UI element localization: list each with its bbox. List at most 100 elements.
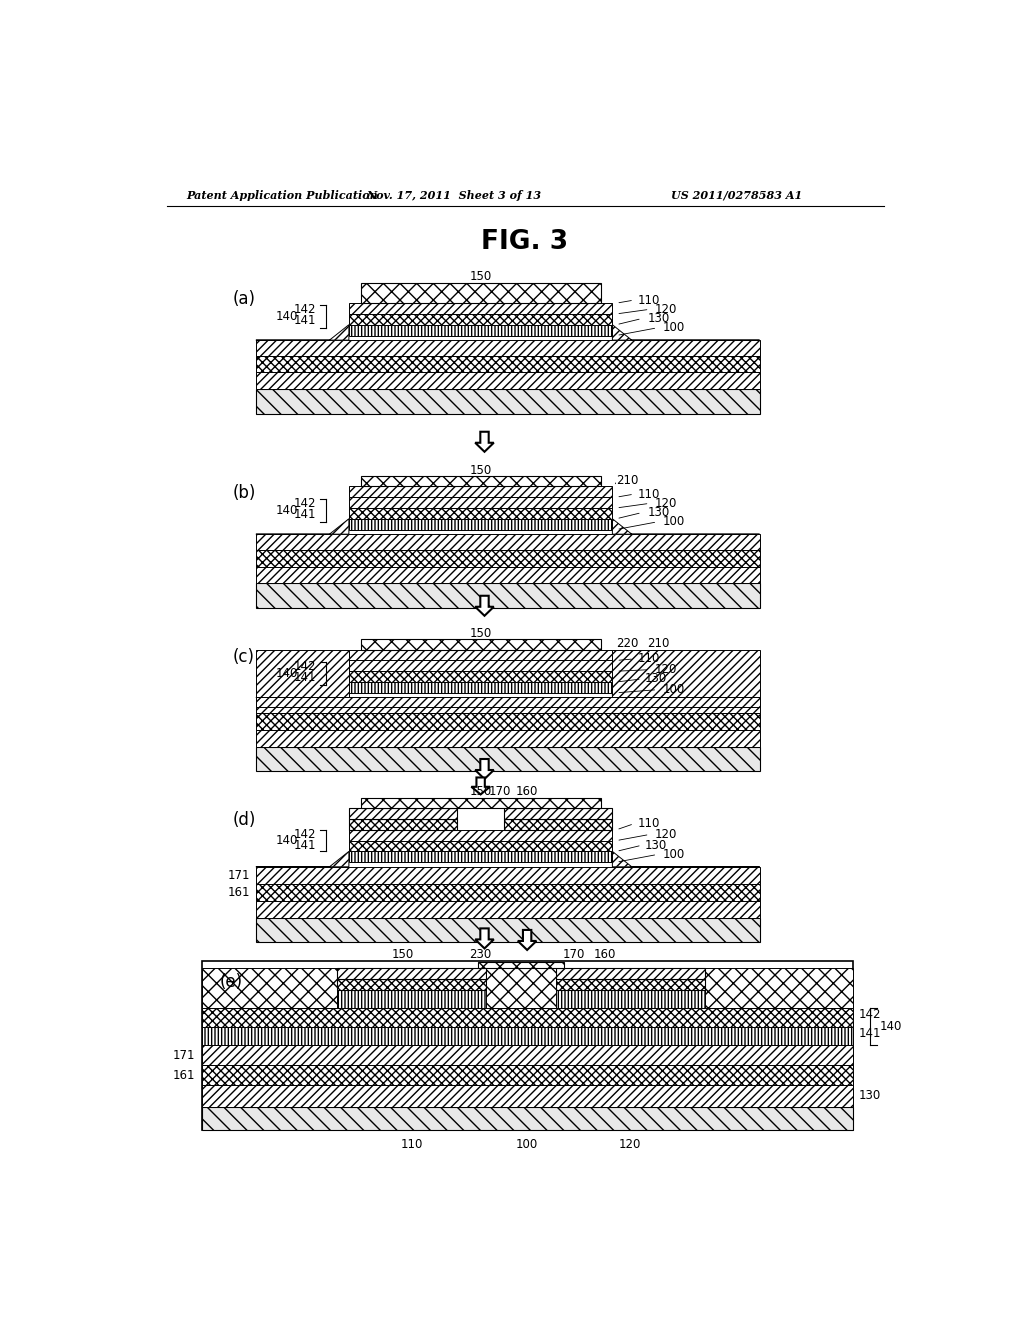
Bar xyxy=(349,498,612,508)
Text: 140: 140 xyxy=(276,667,299,680)
Text: US 2011/0278583 A1: US 2011/0278583 A1 xyxy=(671,190,802,201)
Bar xyxy=(202,1065,853,1085)
Text: 100: 100 xyxy=(663,321,685,334)
Bar xyxy=(256,747,760,771)
Bar xyxy=(706,969,853,1008)
Bar xyxy=(202,969,337,1008)
Bar xyxy=(337,969,486,979)
Text: 161: 161 xyxy=(173,1069,196,1082)
Text: 142: 142 xyxy=(294,828,316,841)
Polygon shape xyxy=(475,432,494,451)
Text: (d): (d) xyxy=(232,810,256,829)
Bar xyxy=(256,341,760,355)
Bar xyxy=(256,867,760,884)
Text: 142: 142 xyxy=(294,496,316,510)
Text: 171: 171 xyxy=(227,869,250,882)
Text: 220: 220 xyxy=(616,638,639,649)
Text: 141: 141 xyxy=(294,838,316,851)
Polygon shape xyxy=(612,519,760,535)
Text: 141: 141 xyxy=(859,1027,882,1040)
Text: 140: 140 xyxy=(276,504,299,517)
Bar xyxy=(706,990,853,1008)
Text: 171: 171 xyxy=(173,1049,196,1063)
Text: 150: 150 xyxy=(469,785,492,797)
Text: 170: 170 xyxy=(562,948,585,961)
Bar xyxy=(556,979,706,990)
Text: 120: 120 xyxy=(655,828,677,841)
Polygon shape xyxy=(256,519,349,535)
Text: 100: 100 xyxy=(516,1138,539,1151)
Bar xyxy=(556,969,706,979)
Bar xyxy=(256,900,760,917)
Text: 140: 140 xyxy=(276,834,299,847)
Bar xyxy=(256,697,760,713)
Text: (b): (b) xyxy=(232,484,256,503)
Bar xyxy=(478,962,563,969)
Text: 100: 100 xyxy=(663,847,685,861)
Bar xyxy=(337,979,486,990)
Bar xyxy=(349,519,612,529)
Bar xyxy=(349,304,612,314)
Polygon shape xyxy=(256,325,349,341)
Text: 120: 120 xyxy=(655,302,677,315)
Text: 120: 120 xyxy=(620,1138,641,1151)
Bar xyxy=(202,990,337,1008)
Bar xyxy=(256,884,760,900)
Bar xyxy=(202,1008,853,1027)
Text: (c): (c) xyxy=(232,648,255,665)
Text: 141: 141 xyxy=(294,671,316,684)
Text: 170: 170 xyxy=(488,785,511,797)
Text: 230: 230 xyxy=(469,948,492,961)
Bar xyxy=(360,475,601,487)
Bar xyxy=(360,284,601,304)
Text: 110: 110 xyxy=(637,817,659,830)
Bar xyxy=(349,660,612,671)
Bar xyxy=(337,990,706,1008)
Bar xyxy=(202,1027,853,1045)
Bar xyxy=(349,818,458,830)
Polygon shape xyxy=(475,759,494,779)
Bar xyxy=(256,389,760,414)
Bar xyxy=(349,671,612,682)
Bar xyxy=(349,841,612,851)
Bar xyxy=(349,508,612,519)
Text: Patent Application Publication: Patent Application Publication xyxy=(186,190,378,201)
Polygon shape xyxy=(475,595,494,615)
Bar xyxy=(360,639,601,649)
Bar xyxy=(256,583,760,609)
Text: 141: 141 xyxy=(294,508,316,520)
Bar xyxy=(504,818,612,830)
Bar xyxy=(202,1107,853,1130)
Bar xyxy=(349,830,612,841)
Text: 130: 130 xyxy=(647,312,670,325)
Text: (a): (a) xyxy=(232,290,256,309)
Bar xyxy=(256,372,760,389)
Bar xyxy=(256,917,760,942)
Bar xyxy=(202,1045,853,1065)
Text: 130: 130 xyxy=(859,1089,881,1102)
Text: (e): (e) xyxy=(219,973,243,991)
Text: 120: 120 xyxy=(655,496,677,510)
Polygon shape xyxy=(256,851,349,867)
Text: 142: 142 xyxy=(294,660,316,673)
Polygon shape xyxy=(612,325,760,341)
Text: FIG. 3: FIG. 3 xyxy=(481,228,568,255)
Text: 150: 150 xyxy=(469,463,492,477)
Text: 140: 140 xyxy=(276,310,299,323)
Bar xyxy=(202,961,853,1130)
Bar xyxy=(349,649,612,660)
Polygon shape xyxy=(471,777,489,795)
Text: 150: 150 xyxy=(392,948,415,961)
Text: 141: 141 xyxy=(294,314,316,326)
Text: 130: 130 xyxy=(647,506,670,519)
Bar xyxy=(360,797,601,808)
Text: 110: 110 xyxy=(637,652,659,665)
Text: 100: 100 xyxy=(663,684,685,696)
Text: 110: 110 xyxy=(400,1138,423,1151)
Text: 130: 130 xyxy=(645,838,668,851)
Bar xyxy=(349,808,458,818)
Bar xyxy=(612,649,760,697)
Text: 161: 161 xyxy=(227,886,250,899)
Polygon shape xyxy=(612,682,760,697)
Polygon shape xyxy=(612,851,760,867)
